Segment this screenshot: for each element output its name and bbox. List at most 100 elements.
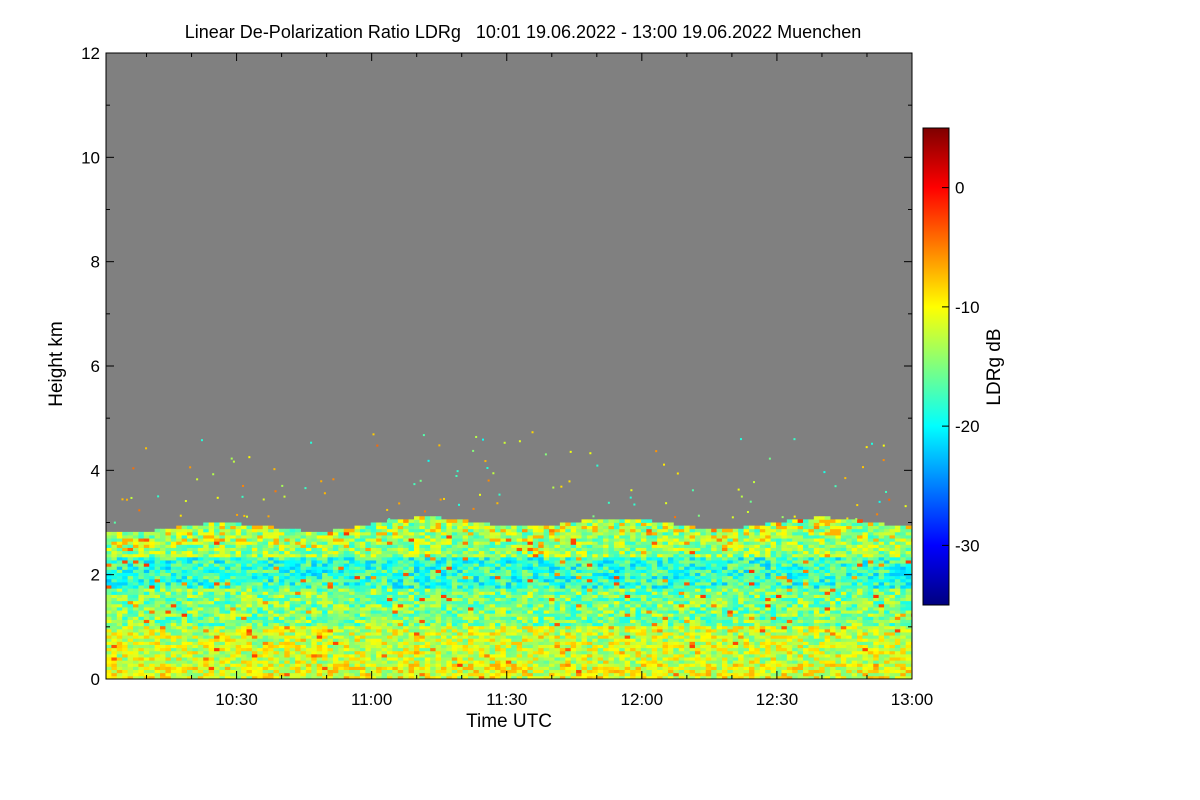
heatmap-cell xyxy=(532,660,539,664)
heatmap-cell xyxy=(354,616,361,620)
heatmap-cell xyxy=(462,622,469,627)
heatmap-cell xyxy=(381,581,388,586)
heatmap-cell xyxy=(408,519,415,523)
heatmap-cell xyxy=(543,535,550,539)
heatmap-cell xyxy=(576,663,582,667)
heatmap-cell xyxy=(273,660,280,664)
heatmap-cell xyxy=(619,585,626,589)
heatmap-cell xyxy=(122,628,129,633)
heatmap-cell xyxy=(500,550,507,555)
heatmap-cell xyxy=(635,525,642,530)
heatmap-cell xyxy=(354,613,361,617)
heatmap-cell xyxy=(549,525,555,530)
heatmap-cell xyxy=(224,635,231,639)
heatmap-cell xyxy=(338,575,345,580)
heatmap-cell xyxy=(289,578,296,583)
heatmap-cell xyxy=(419,603,426,608)
heatmap-cell xyxy=(197,547,204,552)
heatmap-cell xyxy=(543,603,550,608)
heatmap-cell xyxy=(257,594,264,599)
heatmap-cell xyxy=(619,541,626,545)
heatmap-cell xyxy=(143,653,150,658)
heatmap-cell xyxy=(235,597,242,602)
heatmap-cell xyxy=(359,616,366,620)
heatmap-cell xyxy=(651,675,658,679)
heatmap-cell xyxy=(327,578,334,583)
heatmap-cell xyxy=(224,600,231,605)
heatmap-cell xyxy=(219,616,226,620)
heatmap-cell xyxy=(592,553,599,558)
heatmap-cell xyxy=(127,647,134,652)
heatmap-cell xyxy=(359,607,366,611)
heatmap-cell xyxy=(111,660,118,664)
heatmap-cell xyxy=(640,644,647,649)
heatmap-cell xyxy=(576,613,582,617)
heatmap-cell xyxy=(468,581,474,586)
heatmap-cell xyxy=(295,644,301,649)
heatmap-cell xyxy=(176,628,183,633)
heatmap-cell xyxy=(489,613,496,617)
heatmap-cell xyxy=(522,625,528,630)
heatmap-cell xyxy=(349,578,355,583)
heatmap-cell xyxy=(397,607,404,611)
heatmap-cell xyxy=(343,535,350,539)
heatmap-cell xyxy=(397,578,404,583)
heatmap-cell xyxy=(554,641,561,645)
heatmap-cell xyxy=(581,547,588,552)
heatmap-cell xyxy=(289,675,296,679)
heatmap-cell xyxy=(176,619,183,624)
heatmap-cell xyxy=(284,625,291,630)
heatmap-cell xyxy=(327,569,334,573)
heatmap-cell xyxy=(505,594,512,599)
heatmap-cell xyxy=(408,597,415,602)
heatmap-cell xyxy=(133,675,139,679)
heatmap-cell xyxy=(403,641,409,645)
heatmap-cell xyxy=(181,663,188,667)
heatmap-cell xyxy=(381,616,388,620)
heatmap-cell xyxy=(581,641,588,645)
heatmap-cell xyxy=(408,675,415,679)
heatmap-cell xyxy=(230,641,237,645)
heatmap-cell xyxy=(176,547,183,552)
heatmap-cell xyxy=(635,560,642,564)
heatmap-cell xyxy=(570,581,577,586)
heatmap-cell xyxy=(441,616,447,620)
heatmap-cell xyxy=(516,644,523,649)
heatmap-cell xyxy=(586,644,593,649)
heatmap-cell xyxy=(187,632,193,636)
heatmap-cell xyxy=(230,653,237,658)
heatmap-cell xyxy=(468,603,474,608)
heatmap-cell xyxy=(116,581,123,586)
heatmap-cell xyxy=(435,569,442,573)
heatmap-cell xyxy=(619,566,626,570)
heatmap-cell xyxy=(273,613,280,617)
heatmap-cell xyxy=(624,553,631,558)
heatmap-cell xyxy=(543,638,550,642)
heatmap-cell xyxy=(273,560,280,564)
heatmap-cell xyxy=(527,603,534,608)
heatmap-cell xyxy=(446,638,453,642)
heatmap-cell xyxy=(268,644,274,649)
heatmap-cell xyxy=(338,591,345,595)
heatmap-cell xyxy=(457,600,464,605)
heatmap-cell xyxy=(273,607,280,611)
heatmap-cell xyxy=(489,572,496,577)
heatmap-cell xyxy=(424,607,431,611)
heatmap-cell xyxy=(197,666,204,671)
heatmap-cell xyxy=(165,613,172,617)
heatmap-cell xyxy=(478,663,485,667)
heatmap-cell xyxy=(500,653,507,658)
heatmap-cell xyxy=(489,588,496,592)
heatmap-cell xyxy=(133,541,139,545)
heatmap-cell xyxy=(554,572,561,577)
heatmap-cell xyxy=(138,531,145,536)
heatmap-cell xyxy=(424,638,431,642)
heatmap-cell xyxy=(138,585,145,589)
heatmap-cell xyxy=(559,625,566,630)
heatmap-cell xyxy=(500,657,507,661)
heatmap-cell xyxy=(160,647,166,652)
heatmap-cell xyxy=(149,547,156,552)
heatmap-cell xyxy=(284,594,291,599)
heatmap-cell xyxy=(230,522,237,527)
heatmap-cell xyxy=(608,597,615,602)
